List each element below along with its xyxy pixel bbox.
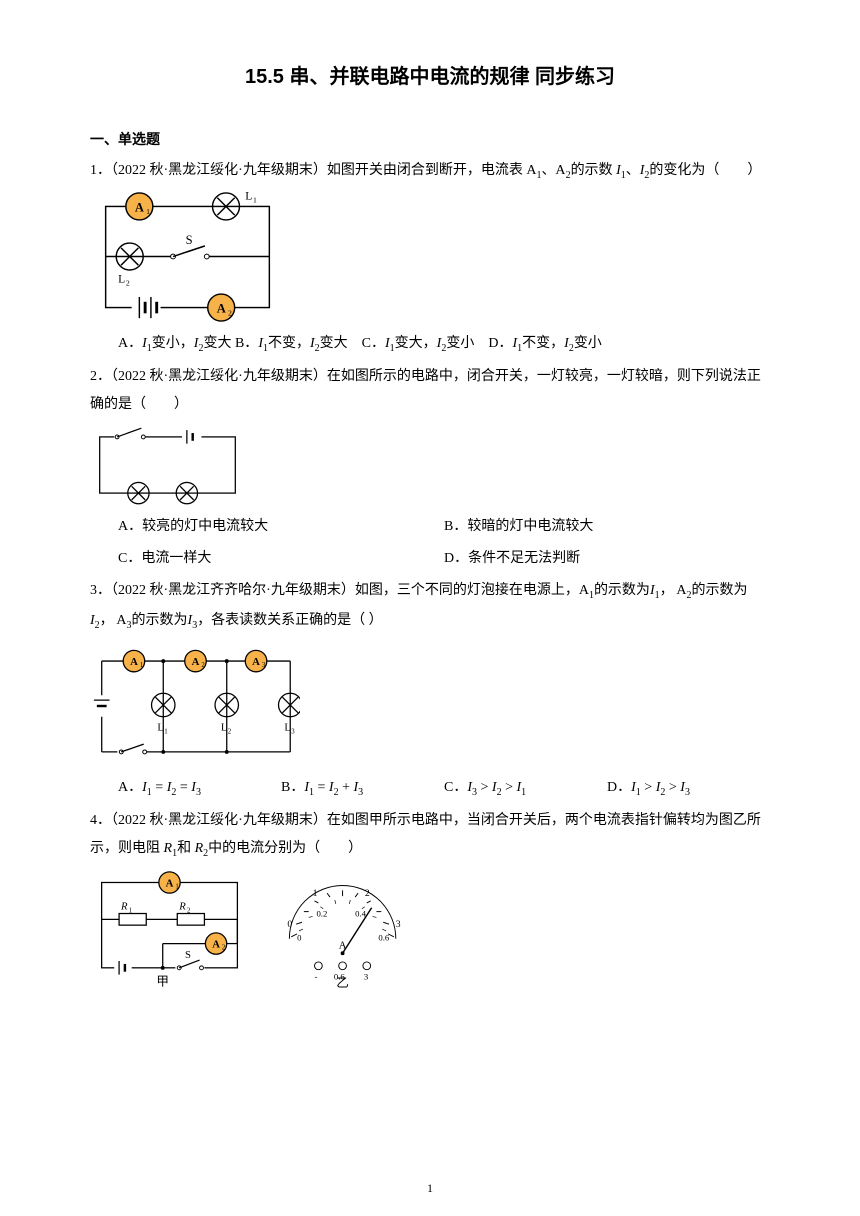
svg-text:L: L: [245, 192, 252, 203]
svg-text:1: 1: [175, 883, 178, 890]
q2-optC: C．电流一样大: [90, 545, 444, 573]
q1-circuit-diagram: A 1 L1 L2 S: [90, 192, 770, 322]
question-3-text-line2: I2， A3的示数为I3，各表读数关系正确的是（ ）: [90, 607, 770, 636]
q3-circuit-diagram: A1 A2 A3 L1 L2 L3: [90, 646, 770, 766]
svg-text:0: 0: [297, 932, 302, 942]
label-yi: 乙: [336, 976, 349, 990]
question-1-text: 1．（2022 秋·黑龙江绥化·九年级期末）如图开关由闭合到断开，电流表 A1、…: [90, 157, 770, 186]
svg-text:A: A: [252, 656, 260, 668]
svg-text:1: 1: [253, 195, 257, 204]
q2-optA: A．较亮的灯中电流较大: [90, 513, 444, 541]
q2-options-row1: A．较亮的灯中电流较大 B．较暗的灯中电流较大: [90, 513, 770, 541]
svg-text:2: 2: [126, 278, 130, 287]
question-4-text: 4．（2022 秋·黑龙江绥化·九年级期末）在如图甲所示电路中，当闭合开关后，两…: [90, 807, 770, 864]
svg-text:A: A: [192, 656, 200, 668]
q3-options: A．I1 = I2 = I3 B．I1 = I2 + I3 C．I3 > I2 …: [90, 774, 770, 803]
q2-optB: B．较暗的灯中电流较大: [444, 513, 770, 541]
q1-options: A．I1变小，I2变大 B．I1不变，I2变大 C．I1变大，I2变小 D．I1…: [90, 330, 770, 359]
svg-text:3: 3: [262, 662, 266, 669]
svg-text:1: 1: [313, 888, 318, 899]
q4-circuit-diagram: A1 R1 R2 A2 S 甲: [90, 870, 770, 990]
svg-text:A: A: [135, 200, 144, 214]
svg-text:S: S: [186, 233, 193, 247]
svg-text:L: L: [157, 722, 164, 734]
svg-text:R: R: [178, 901, 186, 912]
svg-text:1: 1: [164, 729, 167, 736]
q1-optA: A．I1变小，I2变大 B．I1不变，I2变大 C．I1变大，I2变小 D．I1…: [90, 330, 770, 359]
svg-text:2: 2: [228, 308, 232, 317]
svg-text:0.6: 0.6: [378, 932, 390, 942]
q2-optD: D．条件不足无法判断: [444, 545, 770, 573]
svg-text:A: A: [212, 939, 220, 950]
svg-text:3: 3: [396, 919, 401, 930]
q3-optB: B．I1 = I2 + I3: [281, 774, 444, 803]
q3-optC: C．I3 > I2 > I1: [444, 774, 607, 803]
svg-text:A: A: [217, 301, 226, 315]
svg-text:1: 1: [129, 907, 132, 914]
question-3-text: 3．（2022 秋·黑龙江齐齐哈尔·九年级期末）如图，三个不同的灯泡接在电源上，…: [90, 577, 770, 606]
svg-text:2: 2: [228, 729, 232, 736]
q1-prefix: 1．（2022 秋·黑龙江绥化·九年级期末）如图开关由闭合到断开，电流表 A: [90, 163, 536, 178]
svg-text:0: 0: [287, 919, 292, 930]
svg-text:1: 1: [146, 207, 150, 216]
q1-tail: 的变化为（ ）: [649, 163, 761, 178]
svg-text:S: S: [185, 950, 191, 961]
svg-text:2: 2: [201, 662, 205, 669]
q2-options-row2: C．电流一样大 D．条件不足无法判断: [90, 545, 770, 573]
page-number: 1: [0, 1181, 860, 1196]
svg-text:L: L: [118, 273, 125, 285]
q3-optD: D．I1 > I2 > I3: [607, 774, 770, 803]
svg-text:3: 3: [291, 729, 295, 736]
svg-text:3: 3: [364, 971, 368, 981]
svg-text:R: R: [120, 901, 128, 912]
svg-text:-: -: [315, 971, 318, 981]
q2-circuit-diagram: [90, 425, 770, 505]
page-title: 15.5 串、并联电路中电流的规律 同步练习: [90, 60, 770, 89]
q3-optA: A．I1 = I2 = I3: [90, 774, 281, 803]
svg-text:A: A: [130, 656, 138, 668]
q1-mid1: 、A: [541, 163, 565, 178]
svg-text:L: L: [221, 722, 228, 734]
label-jia: 甲: [156, 974, 169, 988]
q1-mid2: 的示数: [571, 163, 617, 178]
q1-mid3: 、: [626, 163, 640, 178]
svg-text:1: 1: [140, 662, 143, 669]
svg-text:L: L: [284, 722, 291, 734]
svg-text:A: A: [166, 878, 174, 889]
question-2-text: 2．（2022 秋·黑龙江绥化·九年级期末）在如图所示的电路中，闭合开关，一灯较…: [90, 363, 770, 419]
svg-text:0.2: 0.2: [316, 908, 327, 918]
svg-text:2: 2: [365, 888, 370, 899]
section-heading: 一、单选题: [90, 129, 770, 149]
svg-text:A: A: [339, 940, 347, 951]
